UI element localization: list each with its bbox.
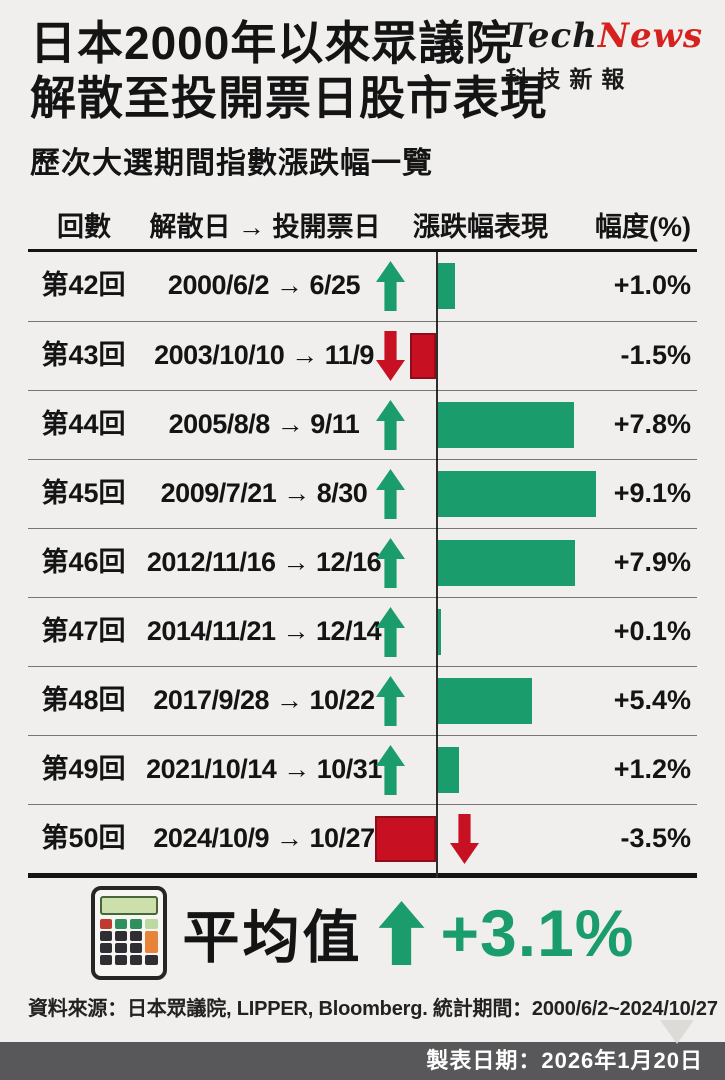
- change-bar: [375, 816, 436, 862]
- technews-logo: TechNews 科技新報: [505, 18, 703, 94]
- change-bar: [438, 263, 455, 309]
- percent-label: -1.5%: [620, 340, 691, 370]
- period-label: 2005/8/8 → 9/11: [168, 409, 360, 439]
- period-label: 2000/6/2 → 6/25: [167, 270, 361, 300]
- round-label: 第46回: [41, 547, 126, 577]
- round-label: 第50回: [41, 823, 126, 853]
- brand-tech: Tech: [505, 16, 598, 56]
- average-row: 平均值 +3.1%: [0, 884, 725, 982]
- period-label: 2003/10/10 → 11/9: [154, 340, 374, 370]
- round-label: 第42回: [41, 270, 126, 300]
- table-row: 第47回 2014/11/21 → 12/14 +0.1%: [28, 597, 697, 666]
- round-label: 第43回: [41, 340, 126, 370]
- round-label: 第44回: [41, 409, 126, 439]
- table-row: 第44回 2005/8/8 → 9/11 +7.8%: [28, 390, 697, 459]
- column-header-round: 回數: [57, 212, 111, 242]
- round-label: 第45回: [41, 478, 126, 508]
- title-line-1: 日本2000年以來眾議院: [30, 17, 513, 69]
- brand-chinese-name: 科技新報: [505, 66, 634, 92]
- column-header-performance: 漲跌幅表現: [413, 212, 548, 242]
- table-row: 第45回 2009/7/21 → 8/30 +9.1%: [28, 459, 697, 528]
- table-row: 第49回 2021/10/14 → 10/31 +1.2%: [28, 735, 697, 804]
- average-label: 平均值: [182, 906, 363, 970]
- round-label: 第47回: [41, 616, 126, 646]
- percent-label: +9.1%: [613, 478, 691, 508]
- source-note: 資料來源：日本眾議院, LIPPER, Bloomberg. 統計期間：2000…: [28, 998, 718, 1020]
- round-label: 第49回: [41, 754, 126, 784]
- brand-news: News: [597, 16, 703, 56]
- page-subtitle: 歷次大選期間指數漲跌幅一覽: [30, 147, 433, 180]
- change-bar: [438, 402, 574, 448]
- table-row: 第50回 2024/10/9 → 10/27 -3.5%: [28, 804, 697, 873]
- zero-axis-line: [436, 252, 438, 878]
- change-bar: [438, 678, 532, 724]
- period-label: 2017/9/28 → 10/22: [153, 685, 375, 715]
- page-title: 日本2000年以來眾議院 解散至投開票日股市表現: [30, 16, 547, 126]
- direction-arrow-icon: [450, 814, 479, 864]
- title-line-2: 解散至投開票日股市表現: [30, 72, 547, 124]
- period-label: 2024/10/9 → 10/27: [153, 823, 375, 853]
- column-header-magnitude: 幅度(%): [595, 212, 691, 242]
- change-bar: [438, 609, 441, 655]
- period-label: 2009/7/21 → 8/30: [160, 478, 368, 508]
- table-row: 第46回 2012/11/16 → 12/16 +7.9%: [28, 528, 697, 597]
- average-up-arrow-icon: [378, 901, 425, 965]
- made-date: 製表日期：2026年1月20日: [426, 1048, 703, 1073]
- percent-label: +7.8%: [613, 409, 691, 439]
- period-label: 2014/11/21 → 12/14: [146, 616, 382, 646]
- average-value: +3.1%: [440, 896, 635, 970]
- table-row: 第43回 2003/10/10 → 11/9 -1.5%: [28, 321, 697, 390]
- calculator-keys: [99, 919, 158, 965]
- round-label: 第48回: [41, 685, 126, 715]
- table-row: 第48回 2017/9/28 → 10/22 +5.4%: [28, 666, 697, 735]
- percent-label: +7.9%: [613, 547, 691, 577]
- table-header: 回數 解散日 → 投開票日 漲跌幅表現 幅度(%): [28, 205, 697, 252]
- table-row: 第42回 2000/6/2 → 6/25 +1.0%: [28, 252, 697, 321]
- percent-label: +1.0%: [613, 270, 691, 300]
- percent-label: +5.4%: [613, 685, 691, 715]
- change-bar: [438, 540, 575, 586]
- period-label: 2012/11/16 → 12/16: [146, 547, 382, 577]
- percent-label: -3.5%: [620, 823, 691, 853]
- footer-bar: 製表日期：2026年1月20日: [0, 1042, 725, 1080]
- period-label: 2021/10/14 → 10/31: [146, 754, 382, 784]
- change-bar: [410, 333, 436, 379]
- percent-label: +0.1%: [613, 616, 691, 646]
- change-bar: [438, 747, 459, 793]
- technews-wordmark: TechNews: [505, 18, 703, 54]
- percent-label: +1.2%: [613, 754, 691, 784]
- watermark-chevron-icon: [660, 1020, 694, 1044]
- calculator-icon: [90, 886, 167, 980]
- change-bar: [438, 471, 596, 517]
- calculator-screen: [99, 896, 158, 915]
- column-header-dates: 解散日 → 投開票日: [149, 212, 381, 242]
- table-body: 第42回 2000/6/2 → 6/25 +1.0% 第43回 2003/10/…: [28, 252, 697, 878]
